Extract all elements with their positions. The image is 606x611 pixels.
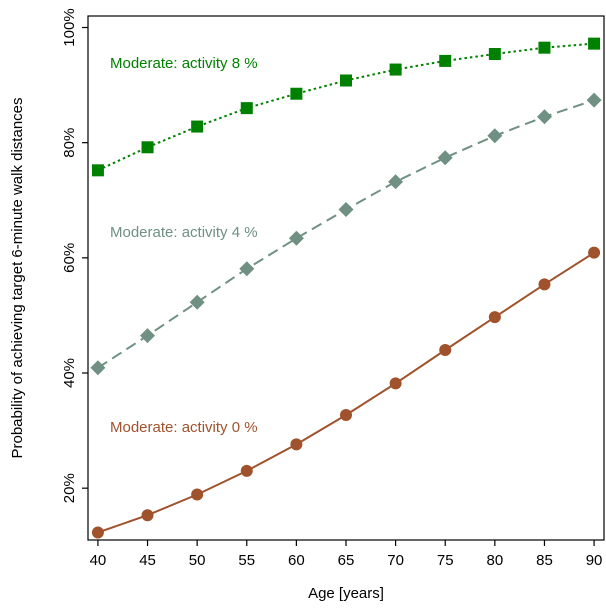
series-label-1: Moderate: activity 4 % [110, 224, 258, 241]
x-tick-label-65: 65 [338, 552, 355, 569]
data-point-s0-x80 [488, 48, 501, 61]
data-point-s2-x45 [141, 509, 154, 522]
data-point-s1-x40 [90, 360, 106, 376]
x-tick-label-80: 80 [487, 552, 504, 569]
data-point-s2-x80 [488, 311, 501, 324]
x-tick-label-75: 75 [437, 552, 454, 569]
data-point-s2-x70 [389, 377, 402, 390]
series-label-2: Moderate: activity 0 % [110, 419, 258, 436]
data-point-s0-x90 [588, 37, 601, 50]
data-point-s1-x90 [586, 92, 602, 108]
data-point-s0-x55 [240, 102, 253, 115]
x-tick-label-45: 45 [139, 552, 156, 569]
data-point-s0-x60 [290, 87, 303, 100]
data-point-s2-x65 [340, 409, 352, 422]
x-axis-title: Age [years] [308, 585, 384, 602]
data-point-s0-x85 [538, 41, 551, 54]
data-point-s0-x45 [141, 141, 154, 154]
series-label-0: Moderate: activity 8 % [110, 55, 258, 72]
data-point-s2-x40 [91, 526, 104, 539]
data-point-s1-x65 [338, 202, 354, 217]
y-tick-label-60: 60% [61, 243, 78, 273]
series-2 [91, 246, 601, 539]
y-tick-label-80: 80% [61, 128, 78, 158]
data-point-s2-x85 [538, 278, 551, 291]
series-0 [91, 37, 601, 177]
data-point-s2-x75 [439, 343, 452, 356]
y-axis-title: Probability of achieving target 6-minute… [9, 97, 26, 458]
x-tick-label-60: 60 [288, 552, 305, 569]
data-point-s1-x70 [388, 174, 404, 190]
data-point-s1-x75 [437, 150, 453, 166]
data-point-s2-x90 [588, 246, 601, 259]
series-1 [90, 92, 602, 376]
data-point-s1-x60 [288, 230, 304, 246]
data-point-s2-x50 [191, 488, 204, 501]
data-point-s1-x45 [140, 328, 155, 344]
data-point-s2-x60 [290, 438, 303, 451]
x-tick-label-50: 50 [189, 552, 206, 569]
x-tick-label-40: 40 [90, 552, 107, 569]
data-point-s1-x85 [537, 109, 552, 125]
data-point-s1-x80 [487, 128, 503, 144]
x-tick-label-55: 55 [238, 552, 255, 569]
data-point-s0-x50 [191, 120, 204, 133]
data-point-s0-x75 [439, 54, 452, 67]
y-tick-label-40: 40% [61, 358, 78, 388]
data-point-s0-x65 [340, 74, 352, 87]
x-tick-label-85: 85 [536, 552, 553, 569]
x-tick-label-70: 70 [387, 552, 404, 569]
data-point-s1-x50 [189, 294, 205, 310]
x-tick-label-90: 90 [586, 552, 603, 569]
y-tick-label-20: 20% [61, 473, 78, 503]
data-point-s1-x55 [239, 261, 255, 277]
plot-frame [87, 15, 605, 541]
data-point-s0-x70 [389, 63, 402, 76]
data-point-s0-x40 [91, 164, 104, 177]
y-tick-label-100: 100% [61, 8, 78, 46]
data-point-s2-x55 [240, 464, 253, 477]
series-line-2 [97, 251, 595, 534]
